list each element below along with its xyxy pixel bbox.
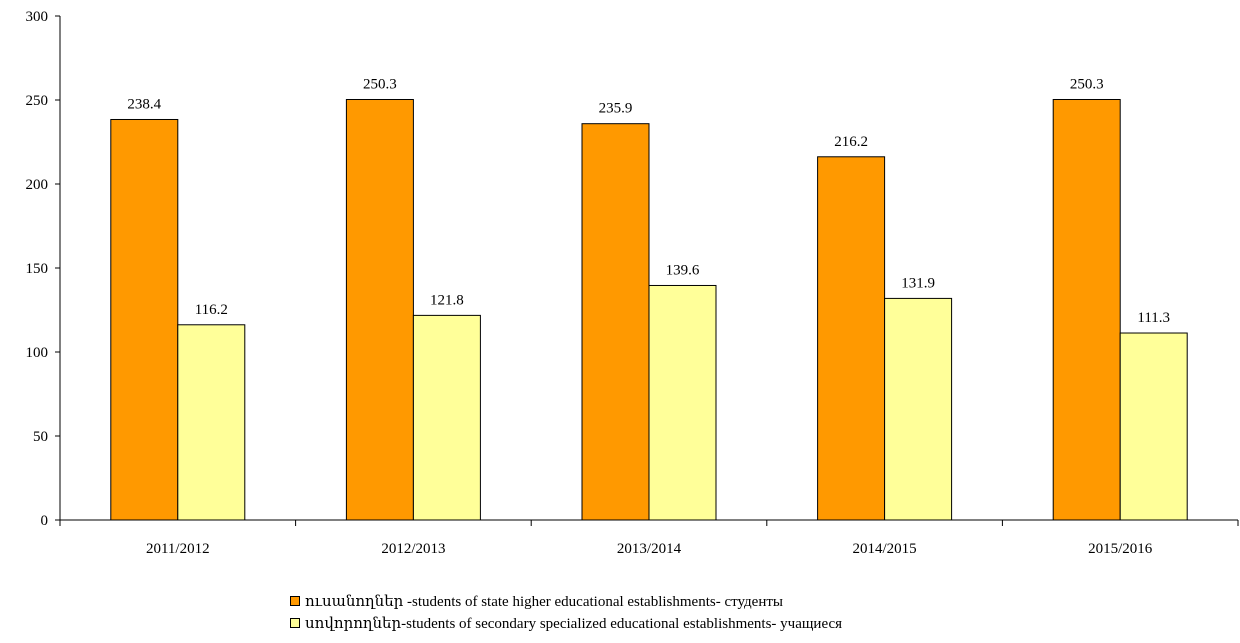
x-tick-label: 2013/2014 <box>617 541 682 557</box>
y-tick-label: 100 <box>26 345 49 361</box>
data-label-series-2: 116.2 <box>195 302 228 318</box>
bar-series-1 <box>581 123 650 521</box>
y-tick-label: 0 <box>41 513 49 529</box>
bar-series-1 <box>1052 98 1121 521</box>
data-labels: 238.4 116.2 250.3 121.8 235.9 139.6 216.2 131.9… <box>127 76 1170 326</box>
data-label-series-1: 216.2 <box>834 134 868 150</box>
y-tick-label: 200 <box>26 177 49 193</box>
data-label-series-2: 139.6 <box>666 262 700 278</box>
legend-label-series-2: սովորողներ-students of secondary special… <box>305 615 843 632</box>
data-label-series-1: 250.3 <box>1070 76 1104 92</box>
y-tick-label: 50 <box>33 429 48 445</box>
data-label-series-2: 111.3 <box>1137 310 1170 326</box>
y-axis: 0 50 100 150 200 250 300 <box>26 9 61 529</box>
bar-series-2 <box>884 297 953 521</box>
y-tick-label: 300 <box>26 9 49 25</box>
legend-item-series-2: սովորողներ-students of secondary special… <box>290 612 842 634</box>
data-label-series-1: 238.4 <box>127 96 161 112</box>
legend-swatch-series-2 <box>290 618 300 628</box>
legend-label-series-1: ուսանողներ -students of state higher edu… <box>305 593 783 610</box>
bar-series-2 <box>177 324 246 521</box>
x-tick-label: 2011/2012 <box>146 541 210 557</box>
bar-series-2 <box>648 284 717 521</box>
bar-series-2 <box>1119 332 1188 521</box>
data-label-series-1: 235.9 <box>599 101 633 117</box>
data-label-series-2: 131.9 <box>901 275 935 291</box>
bars <box>110 98 1188 521</box>
bar-series-2 <box>412 314 481 521</box>
legend-swatch-series-1 <box>290 596 300 606</box>
bar-series-1 <box>817 156 886 521</box>
x-tick-label: 2015/2016 <box>1088 541 1153 557</box>
x-tick-label: 2012/2013 <box>381 541 445 557</box>
data-label-series-1: 250.3 <box>363 76 397 92</box>
bar-series-1 <box>345 98 414 521</box>
legend: ուսանողներ -students of state higher edu… <box>290 590 842 634</box>
x-axis: 2011/2012 2012/2013 2013/2014 2014/2015 2015… <box>59 519 1239 557</box>
y-tick-label: 250 <box>26 93 49 109</box>
legend-item-series-1: ուսանողներ -students of state higher edu… <box>290 590 842 612</box>
y-tick-label: 150 <box>26 261 49 277</box>
data-label-series-2: 121.8 <box>430 292 464 308</box>
bar-series-1 <box>110 118 179 521</box>
x-tick-label: 2014/2015 <box>853 541 917 557</box>
